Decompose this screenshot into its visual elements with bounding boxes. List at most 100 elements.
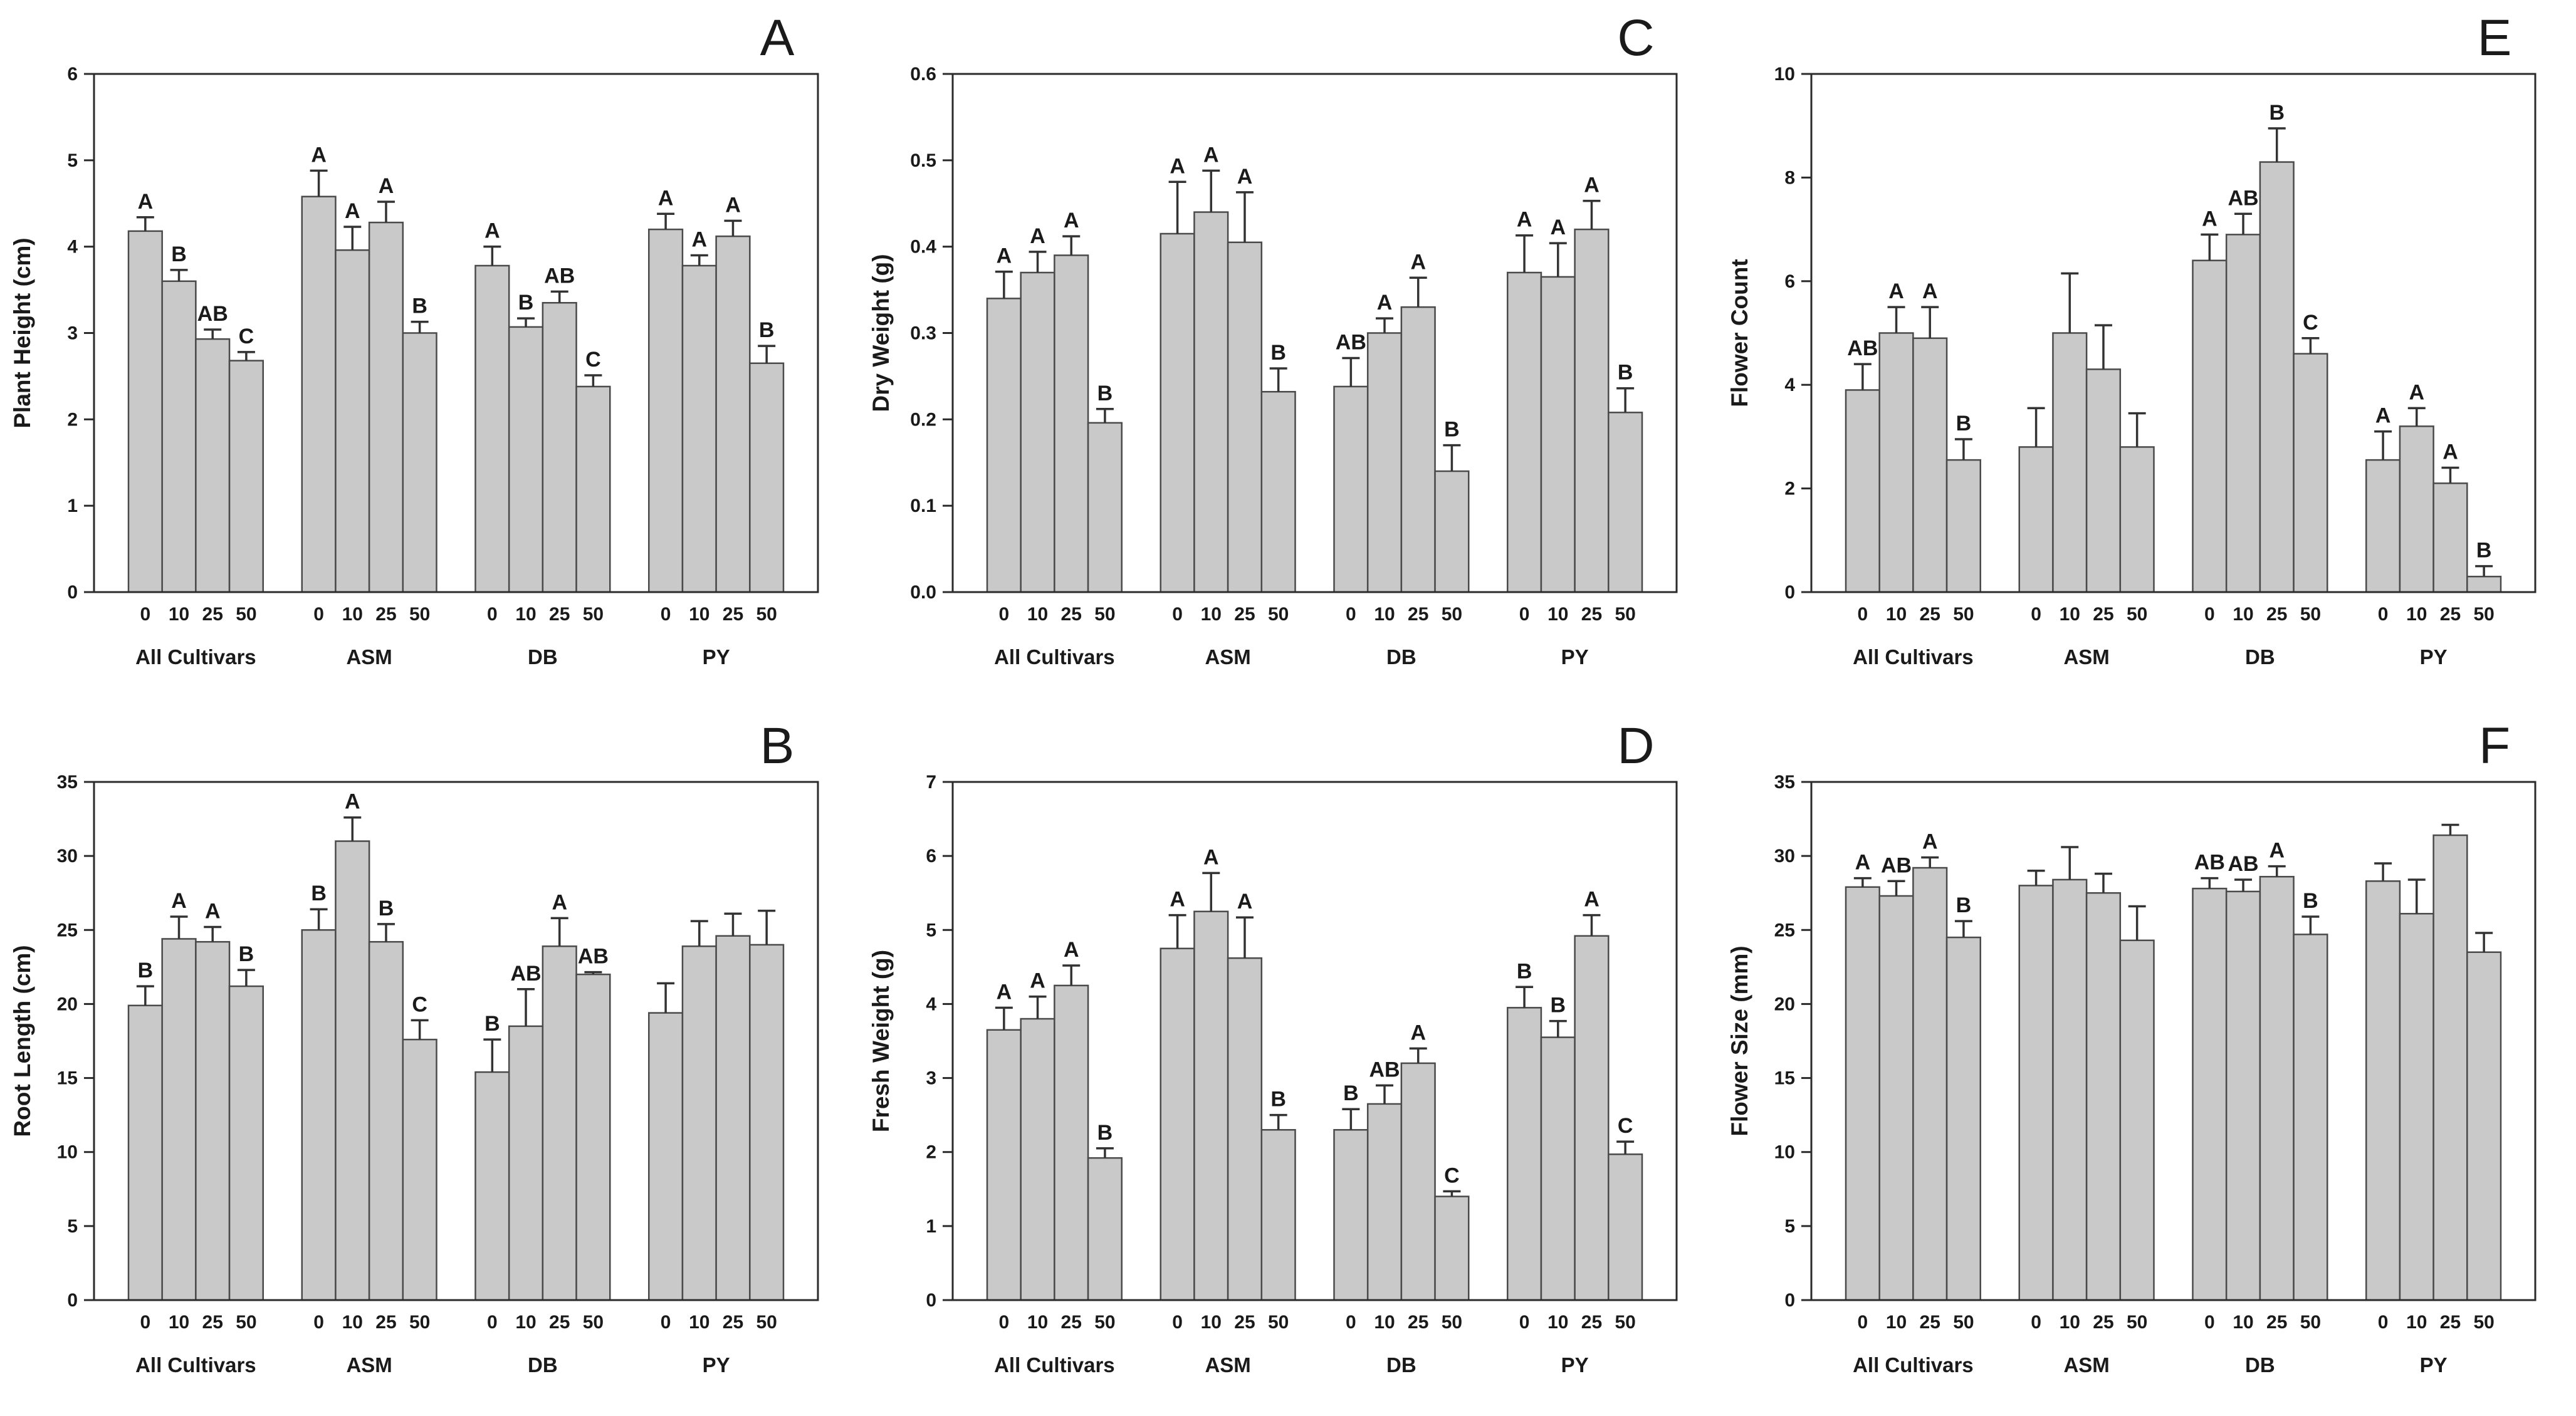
x-tick-label: 25 bbox=[202, 1312, 223, 1333]
group-label: DB bbox=[1386, 645, 1416, 669]
x-tick-label: 0 bbox=[313, 604, 324, 625]
bar bbox=[2259, 875, 2295, 1301]
y-tick-label: 35 bbox=[1774, 772, 1795, 793]
bar bbox=[2399, 913, 2434, 1301]
sig-letter: B bbox=[1517, 959, 1532, 983]
x-tick-label: 0 bbox=[140, 604, 151, 625]
bar bbox=[1912, 337, 1948, 593]
sig-letter: B bbox=[2476, 539, 2492, 563]
sig-letter: A bbox=[2409, 380, 2425, 404]
x-tick-label: 25 bbox=[1408, 1312, 1428, 1333]
sig-letter: B bbox=[2269, 101, 2285, 125]
bar bbox=[1400, 306, 1436, 593]
x-tick-label: 10 bbox=[1886, 604, 1907, 625]
y-axis-label: Root Length (cm) bbox=[9, 945, 35, 1137]
y-tick-label: 0 bbox=[1784, 1290, 1795, 1311]
x-tick-label: 10 bbox=[2406, 1312, 2427, 1333]
sig-letter: A bbox=[1922, 830, 1938, 854]
sig-letter: A bbox=[1377, 291, 1393, 315]
x-tick-label: 10 bbox=[1374, 1312, 1395, 1333]
sig-letter: A bbox=[1170, 888, 1185, 912]
bar bbox=[1507, 271, 1542, 593]
bar bbox=[508, 326, 544, 593]
x-tick-label: 25 bbox=[2266, 1312, 2287, 1333]
sig-letter: A bbox=[1030, 969, 1045, 993]
y-tick-label: 0 bbox=[926, 1290, 936, 1311]
bar bbox=[542, 945, 577, 1301]
sig-letter: B bbox=[759, 318, 775, 342]
bar bbox=[2466, 575, 2502, 593]
group-label: All Cultivars bbox=[1853, 645, 1974, 669]
y-tick-label: 0.5 bbox=[910, 150, 936, 171]
bar bbox=[1193, 910, 1229, 1301]
sig-letter: A bbox=[692, 227, 708, 251]
bar bbox=[1260, 1129, 1296, 1301]
x-tick-label: 25 bbox=[1234, 1312, 1255, 1333]
panel-letter: E bbox=[2478, 9, 2512, 66]
bar bbox=[1020, 1018, 1055, 1301]
sig-letter: A bbox=[205, 900, 221, 924]
x-tick-label: 50 bbox=[1094, 604, 1115, 625]
sig-letter: B bbox=[1097, 1121, 1113, 1145]
group-label: DB bbox=[528, 1353, 558, 1377]
x-tick-label: 50 bbox=[583, 604, 604, 625]
x-tick-label: 0 bbox=[2204, 1312, 2215, 1333]
y-tick-label: 2 bbox=[67, 409, 78, 430]
group-label: ASM bbox=[1205, 1353, 1250, 1377]
x-tick-label: 0 bbox=[2204, 604, 2215, 625]
bar bbox=[195, 940, 231, 1301]
x-tick-label: 25 bbox=[375, 1312, 396, 1333]
bar bbox=[2432, 834, 2468, 1301]
panel-B: B 0 A 10 A 25 B 50 All Cultivars B 0 A 10 B 25 C 50 ASM B 0… bbox=[0, 708, 859, 1416]
plot-frame bbox=[951, 781, 1678, 1301]
bar bbox=[1434, 470, 1470, 593]
bar bbox=[1574, 935, 1610, 1301]
x-tick-label: 0 bbox=[1519, 1312, 1530, 1333]
sig-letter: A bbox=[379, 174, 394, 198]
x-tick-label: 0 bbox=[1519, 604, 1530, 625]
y-axis-label: Flower Size (mm) bbox=[1727, 945, 1752, 1136]
x-tick-label: 50 bbox=[409, 1312, 430, 1333]
group-label: PY bbox=[2420, 1353, 2448, 1377]
y-tick-label: 4 bbox=[67, 237, 78, 258]
bar bbox=[2225, 234, 2261, 593]
sig-letter: AB bbox=[2228, 852, 2258, 876]
sig-letter: B bbox=[484, 1012, 500, 1036]
x-tick-label: 50 bbox=[1953, 604, 1974, 625]
bar bbox=[1945, 459, 1981, 593]
y-tick-label: 0.0 bbox=[910, 582, 936, 603]
group-label: PY bbox=[703, 1353, 730, 1377]
y-tick-label: 10 bbox=[57, 1142, 78, 1163]
bar bbox=[575, 973, 611, 1301]
bar bbox=[402, 332, 437, 593]
bar bbox=[1945, 936, 1981, 1301]
bar bbox=[474, 1071, 510, 1301]
plot-frame bbox=[93, 781, 819, 1301]
x-tick-label: 0 bbox=[2031, 1312, 2041, 1333]
x-tick-label: 50 bbox=[1442, 1312, 1462, 1333]
panel-letter: F bbox=[2479, 717, 2510, 774]
bar bbox=[127, 230, 163, 593]
sig-letter: B bbox=[1618, 361, 1633, 385]
sig-letter: AB bbox=[544, 264, 575, 288]
y-tick-label: 15 bbox=[57, 1068, 78, 1089]
bar bbox=[1087, 422, 1123, 593]
x-tick-label: 25 bbox=[2440, 1312, 2461, 1333]
sig-letter: B bbox=[1343, 1081, 1359, 1105]
x-tick-label: 25 bbox=[1061, 604, 1082, 625]
bar bbox=[2293, 353, 2328, 593]
sig-letter: A bbox=[1517, 208, 1532, 232]
x-tick-label: 0 bbox=[661, 604, 671, 625]
x-tick-label: 25 bbox=[1920, 1312, 1940, 1333]
bar bbox=[681, 945, 717, 1301]
y-tick-label: 1 bbox=[926, 1216, 936, 1237]
bar bbox=[1574, 228, 1610, 593]
x-tick-label: 50 bbox=[1268, 604, 1289, 625]
sig-letter: B bbox=[2303, 889, 2318, 913]
bar bbox=[575, 385, 611, 593]
y-tick-label: 5 bbox=[67, 150, 78, 171]
y-tick-label: 20 bbox=[57, 994, 78, 1014]
sig-letter: A bbox=[2269, 839, 2285, 863]
